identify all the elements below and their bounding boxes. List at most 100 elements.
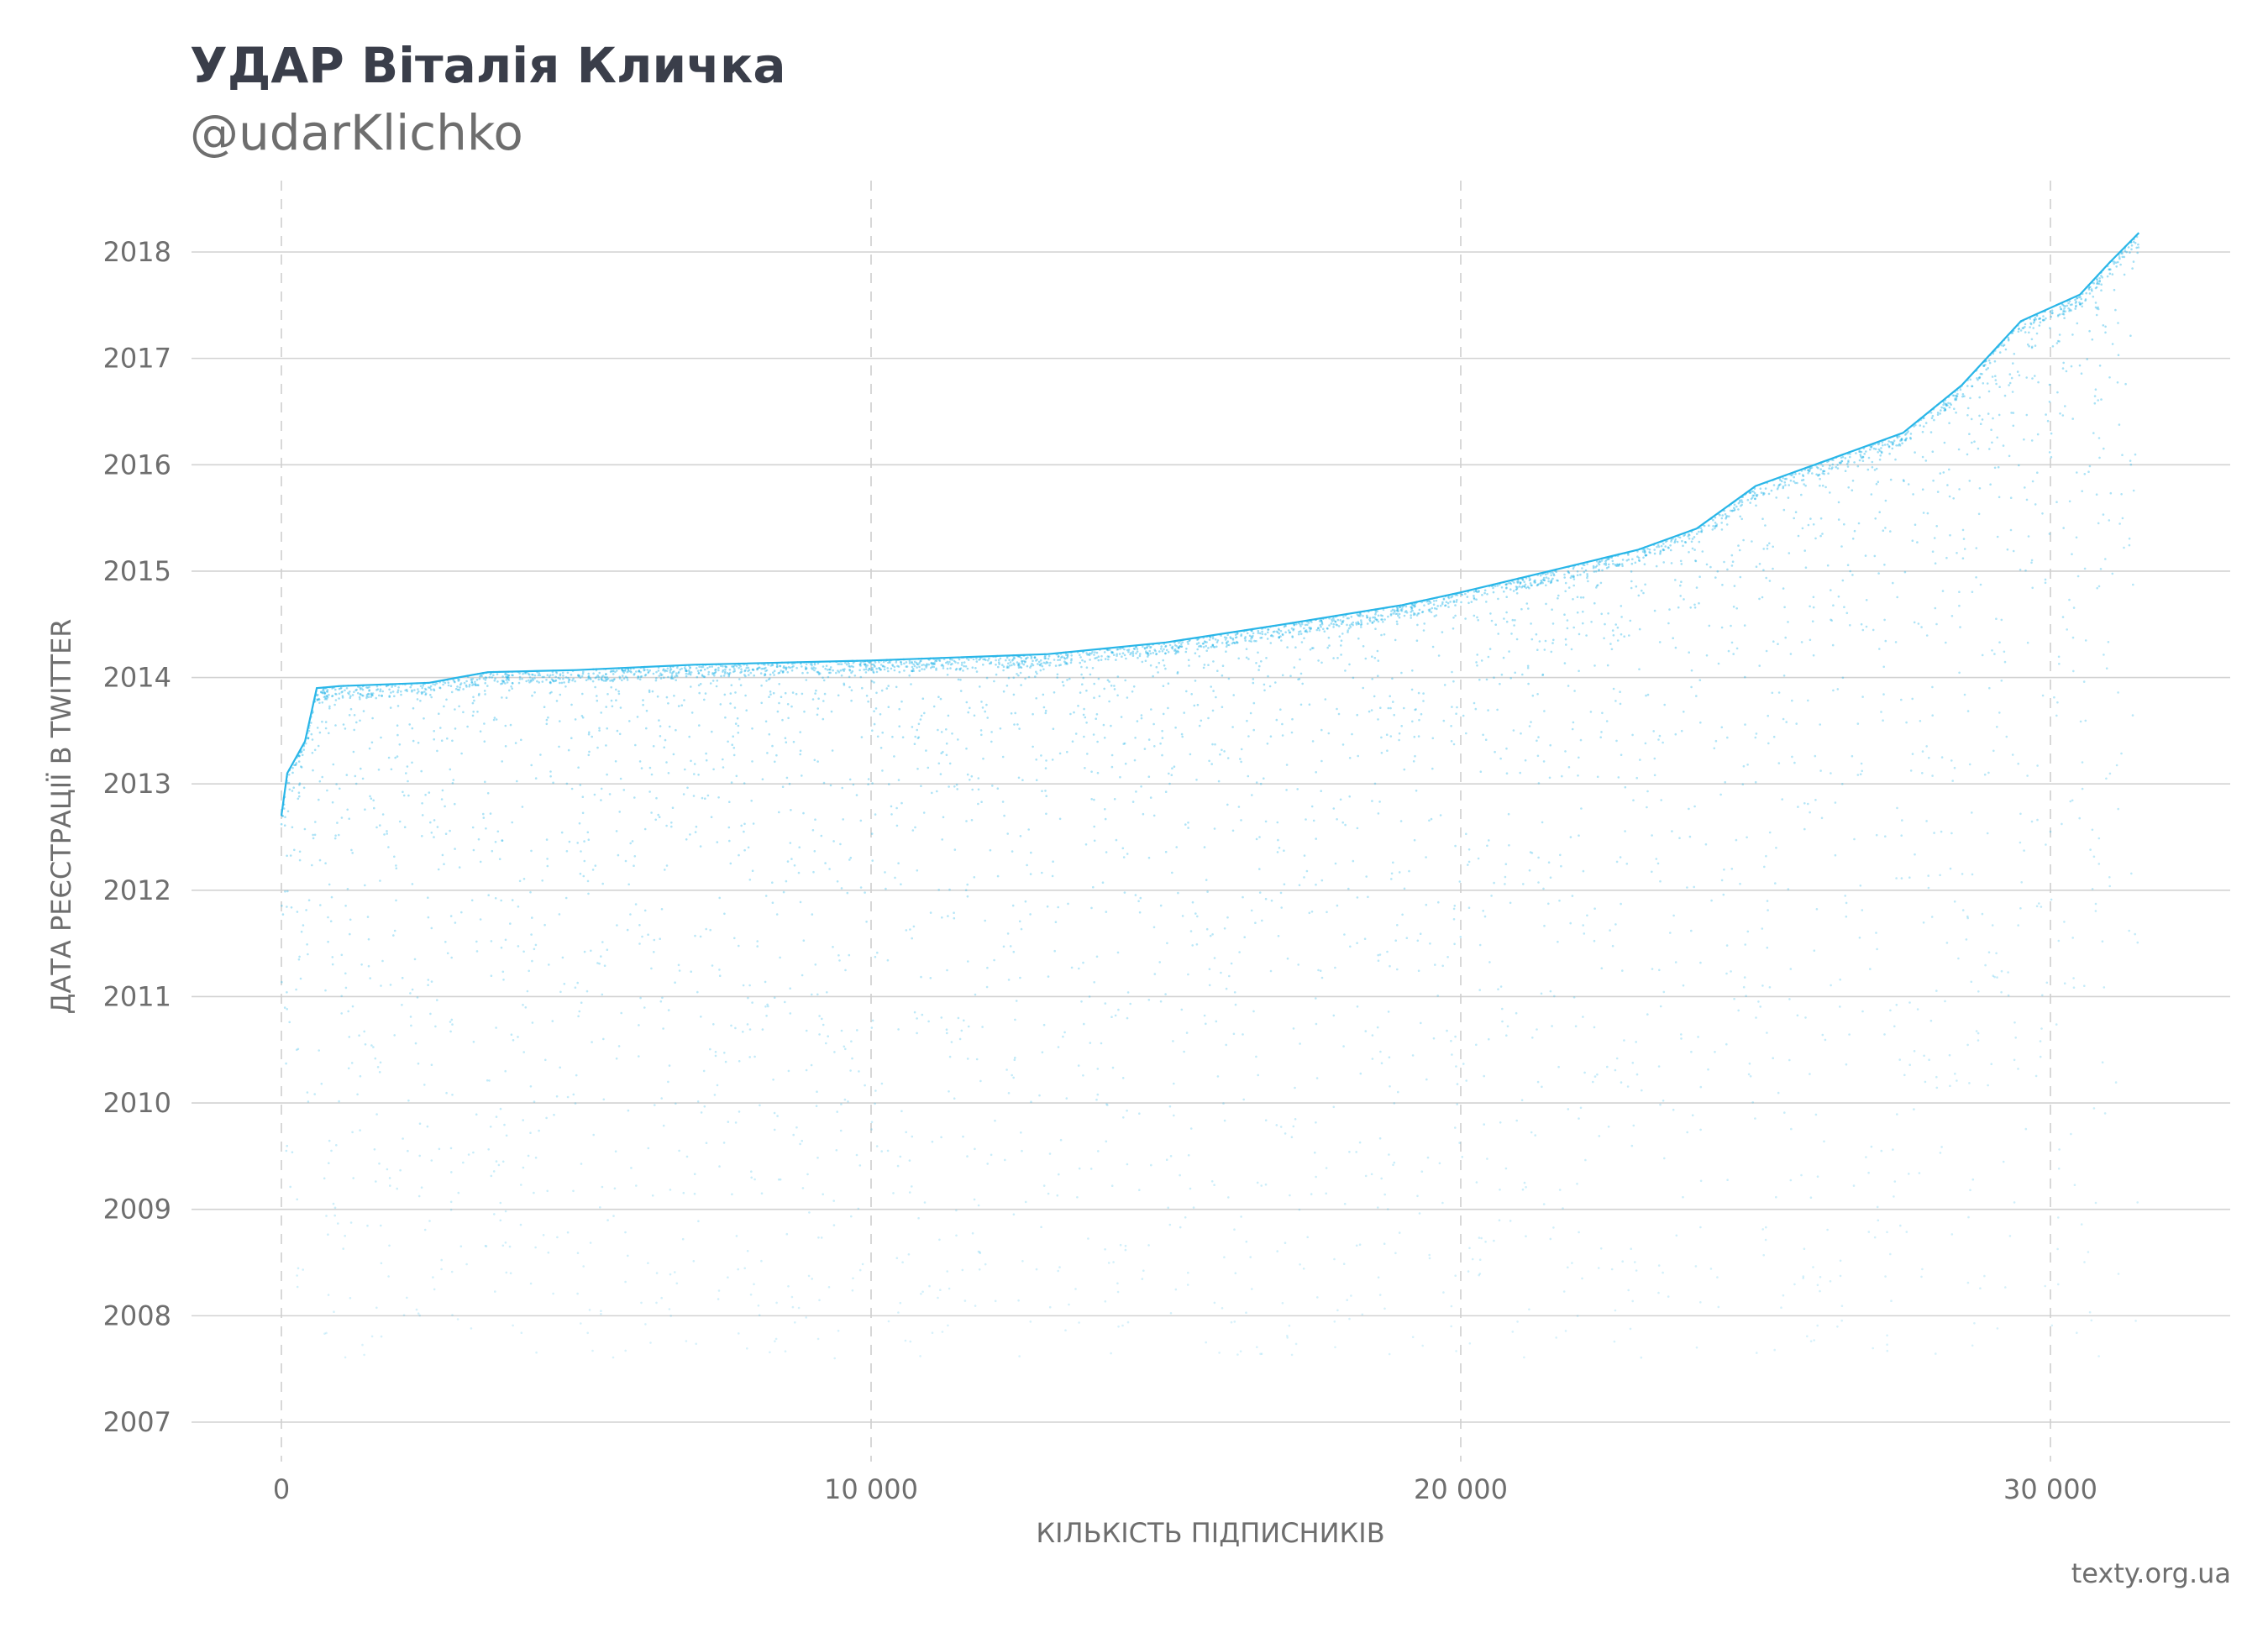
follower-point xyxy=(1016,723,1019,726)
follower-point xyxy=(510,685,512,688)
follower-point xyxy=(1012,676,1016,680)
follower-point xyxy=(891,664,895,667)
follower-point xyxy=(956,788,958,790)
follower-point xyxy=(325,695,328,697)
follower-point xyxy=(1255,781,1258,784)
follower-point xyxy=(2092,432,2095,434)
follower-point xyxy=(1879,449,1882,453)
follower-point xyxy=(1620,605,1623,607)
follower-point xyxy=(1425,1078,1428,1081)
follower-point xyxy=(1593,601,1596,605)
follower-point xyxy=(1411,720,1414,723)
follower-point xyxy=(1021,779,1024,781)
follower-point xyxy=(874,707,878,710)
follower-point xyxy=(2003,394,2007,397)
follower-point xyxy=(916,768,919,770)
follower-point xyxy=(669,677,673,680)
follower-point xyxy=(1196,703,1200,706)
follower-point xyxy=(1911,753,1914,755)
follower-point xyxy=(1352,859,1355,863)
follower-point xyxy=(1115,838,1118,842)
follower-point xyxy=(1415,639,1419,642)
follower-point xyxy=(1829,1280,1832,1283)
follower-point xyxy=(2024,486,2026,489)
follower-point xyxy=(1229,636,1231,638)
follower-point xyxy=(973,876,976,879)
follower-point xyxy=(750,1170,753,1173)
follower-point xyxy=(690,711,694,714)
follower-point xyxy=(911,726,914,728)
follower-point xyxy=(320,690,323,694)
follower-point xyxy=(872,670,874,673)
follower-point xyxy=(2097,585,2101,588)
follower-point xyxy=(1551,622,1555,625)
follower-point xyxy=(1348,663,1351,666)
follower-point xyxy=(438,1147,441,1151)
follower-point xyxy=(538,672,541,675)
follower-point xyxy=(752,822,755,825)
follower-point xyxy=(1726,568,1729,571)
follower-point xyxy=(1142,812,1145,816)
follower-point xyxy=(348,1036,351,1038)
follower-point xyxy=(366,1224,369,1227)
follower-point xyxy=(701,674,704,676)
follower-point xyxy=(1982,365,1985,368)
follower-point xyxy=(1144,659,1147,662)
follower-point xyxy=(941,1331,944,1333)
follower-point xyxy=(761,778,764,780)
follower-point xyxy=(1029,913,1032,916)
follower-point xyxy=(1493,1239,1495,1242)
follower-point xyxy=(1611,629,1614,632)
follower-point xyxy=(806,671,809,675)
follower-point xyxy=(1247,735,1250,738)
follower-point xyxy=(787,717,790,720)
follower-point xyxy=(864,664,867,667)
follower-point xyxy=(1035,697,1037,700)
follower-point xyxy=(1545,602,1547,606)
follower-point xyxy=(2007,336,2010,339)
follower-point xyxy=(740,670,743,673)
follower-point xyxy=(336,822,339,824)
follower-point xyxy=(475,1113,478,1116)
follower-point xyxy=(683,666,686,669)
follower-point xyxy=(1542,887,1545,890)
follower-point xyxy=(713,675,716,677)
follower-point xyxy=(1020,684,1022,686)
follower-point xyxy=(760,1192,764,1194)
follower-point xyxy=(1105,1140,1108,1143)
follower-point xyxy=(1134,737,1137,739)
follower-point xyxy=(298,858,302,862)
follower-point xyxy=(820,834,823,837)
follower-point xyxy=(295,762,298,764)
follower-point xyxy=(1950,1233,1954,1236)
follower-point xyxy=(1809,1196,1813,1199)
follower-point xyxy=(833,1357,836,1360)
follower-point xyxy=(1987,1084,1989,1087)
follower-point xyxy=(1684,541,1688,543)
follower-point xyxy=(1296,788,1299,790)
follower-point xyxy=(2097,837,2101,840)
follower-point xyxy=(2059,313,2061,316)
follower-point xyxy=(772,691,775,695)
follower-point xyxy=(2071,417,2074,420)
follower-point xyxy=(594,676,597,680)
follower-point xyxy=(359,698,361,701)
follower-point xyxy=(723,1052,726,1054)
follower-point xyxy=(699,669,702,672)
follower-point xyxy=(2041,994,2044,997)
follower-point xyxy=(451,782,454,785)
follower-point xyxy=(1047,661,1049,664)
follower-point xyxy=(1896,596,1898,599)
follower-point xyxy=(452,779,455,781)
follower-point xyxy=(1542,576,1546,580)
follower-point xyxy=(403,826,407,828)
follower-point xyxy=(291,766,294,769)
follower-point xyxy=(1147,738,1151,741)
follower-point xyxy=(395,899,397,902)
follower-point xyxy=(591,869,595,871)
follower-point xyxy=(615,688,617,691)
follower-point xyxy=(856,1029,858,1032)
follower-point xyxy=(424,693,428,696)
follower-point xyxy=(2120,752,2123,755)
follower-point xyxy=(1586,563,1588,565)
